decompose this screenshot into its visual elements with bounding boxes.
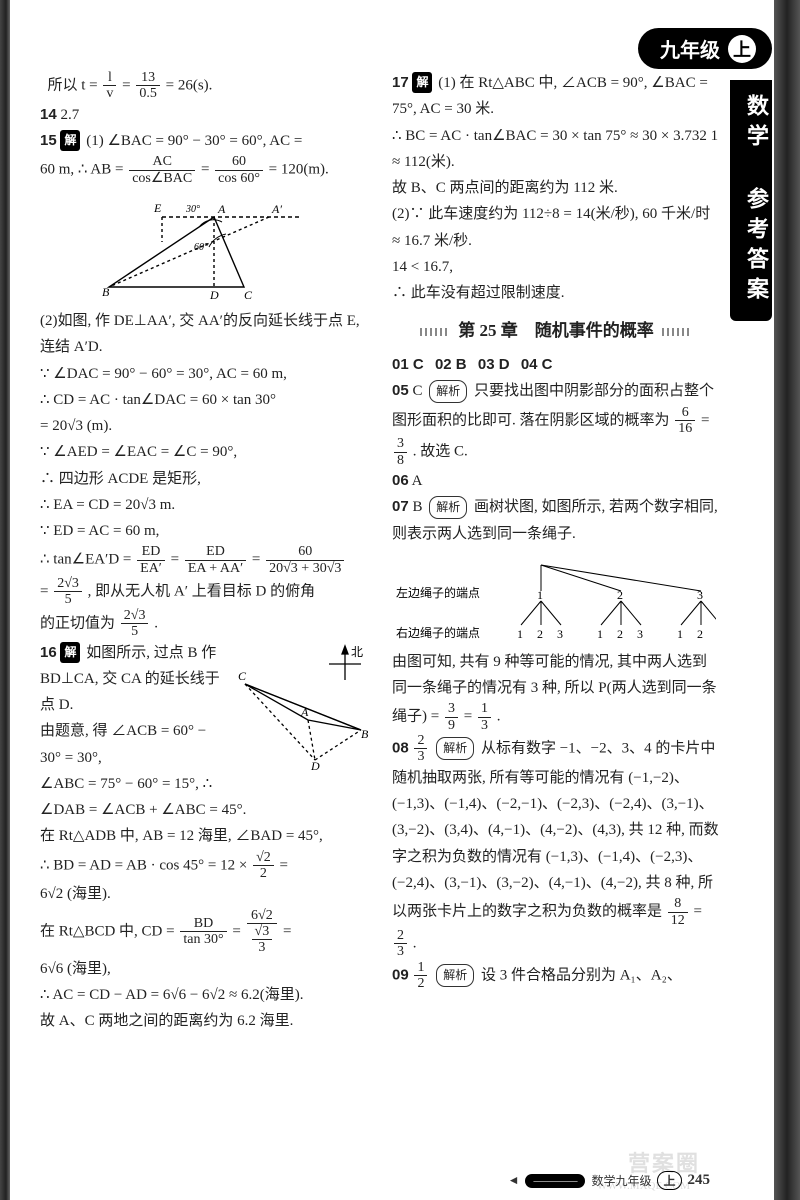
grade-badge: 九年级 上 <box>638 28 772 69</box>
solve-badge: 解 <box>60 642 80 663</box>
q14: 14 2.7 <box>40 102 368 128</box>
chapter-title: 第 25 章 随机事件的概率 <box>392 316 720 346</box>
q16: 北 C A B D 16 解 如图所示, 过点 B 作 BD⊥CA, 交 CA … <box>40 640 368 956</box>
svg-text:右边绳子的端点: 右边绳子的端点 <box>396 625 480 640</box>
q15: 15 解 (1) ∠BAC = 90° − 30° = 60°, AC = 60… <box>40 128 368 640</box>
q16-cont: 6√6 (海里), <box>40 956 368 982</box>
explain-badge: 解析 <box>429 496 467 519</box>
q07-tree: 左边绳子的端点 右边绳子的端点 1 2 3 1 2 3 1 2 3 1 2 3 <box>396 553 716 643</box>
explain-badge: 解析 <box>436 737 474 760</box>
q07: 07 B 解析 画树状图, 如图所示, 若两个数字相同, 则表示两人选到同一条绳… <box>392 494 720 733</box>
q17: 17 解 (1) 在 Rt△ABC 中, ∠ACB = 90°, ∠BAC = … <box>392 70 720 306</box>
solve-badge: 解 <box>412 72 432 93</box>
grade-text: 九年级 <box>660 34 720 63</box>
frac: lv <box>103 70 116 102</box>
solve-badge: 解 <box>60 130 80 151</box>
page-content: 所以 t = lv = 130.5 = 26(s). 14 2.7 15 解 (… <box>40 70 720 1164</box>
svg-text:A: A <box>300 705 309 719</box>
svg-text:60°: 60° <box>194 242 208 253</box>
svg-text:E: E <box>153 201 162 215</box>
svg-text:2: 2 <box>617 627 623 641</box>
svg-text:C: C <box>238 669 247 683</box>
q16-diagram: 北 C A B D <box>233 642 368 772</box>
svg-text:2: 2 <box>697 627 703 641</box>
watermark: 营案圈 <box>628 1146 700 1178</box>
q15-diagram: E A A′ B D C 30° 60° <box>94 192 314 302</box>
svg-text:2: 2 <box>537 627 543 641</box>
svg-text:1: 1 <box>517 627 523 641</box>
svg-text:D: D <box>310 759 320 772</box>
svg-text:D: D <box>209 288 219 302</box>
watermark-url: WWW.MXQE.COM <box>597 1180 690 1192</box>
q05: 05 C 解析 只要找出图中阴影部分的面积占整个图形面积的比即可. 落在阴影区域… <box>392 378 720 468</box>
page-gutter-left <box>0 0 10 1200</box>
q06: 06 A <box>392 468 720 494</box>
mcq-row: 01 C 02 B 03 D 04 C <box>392 352 720 378</box>
svg-text:A′: A′ <box>271 202 282 216</box>
svg-text:30°: 30° <box>185 204 200 215</box>
cont-line: 所以 t = lv = 130.5 = 26(s). <box>40 70 368 102</box>
q09: 09 12 解析 设 3 件合格品分别为 A₁、A₂、 <box>392 960 720 992</box>
svg-text:1: 1 <box>537 588 543 602</box>
svg-text:1: 1 <box>677 627 683 641</box>
side-tab: 数学 参考答案 <box>730 80 772 321</box>
explain-badge: 解析 <box>436 964 474 987</box>
svg-text:3: 3 <box>697 588 703 602</box>
page-gutter-right <box>774 0 800 1200</box>
svg-text:C: C <box>244 288 253 302</box>
explain-badge: 解析 <box>429 380 467 403</box>
svg-text:1: 1 <box>597 627 603 641</box>
q08: 08 23 解析 从标有数字 −1、−2、3、4 的卡片中随机抽取两张, 所有等… <box>392 733 720 960</box>
frac: 130.5 <box>136 70 160 102</box>
svg-text:2: 2 <box>617 588 623 602</box>
svg-text:A: A <box>217 202 226 216</box>
svg-text:左边绳子的端点: 左边绳子的端点 <box>396 585 480 600</box>
svg-text:B: B <box>361 727 368 741</box>
volume-circle: 上 <box>728 35 756 63</box>
svg-text:3: 3 <box>557 627 563 641</box>
svg-text:3: 3 <box>637 627 643 641</box>
svg-text:北: 北 <box>351 645 363 659</box>
svg-text:B: B <box>102 285 110 299</box>
